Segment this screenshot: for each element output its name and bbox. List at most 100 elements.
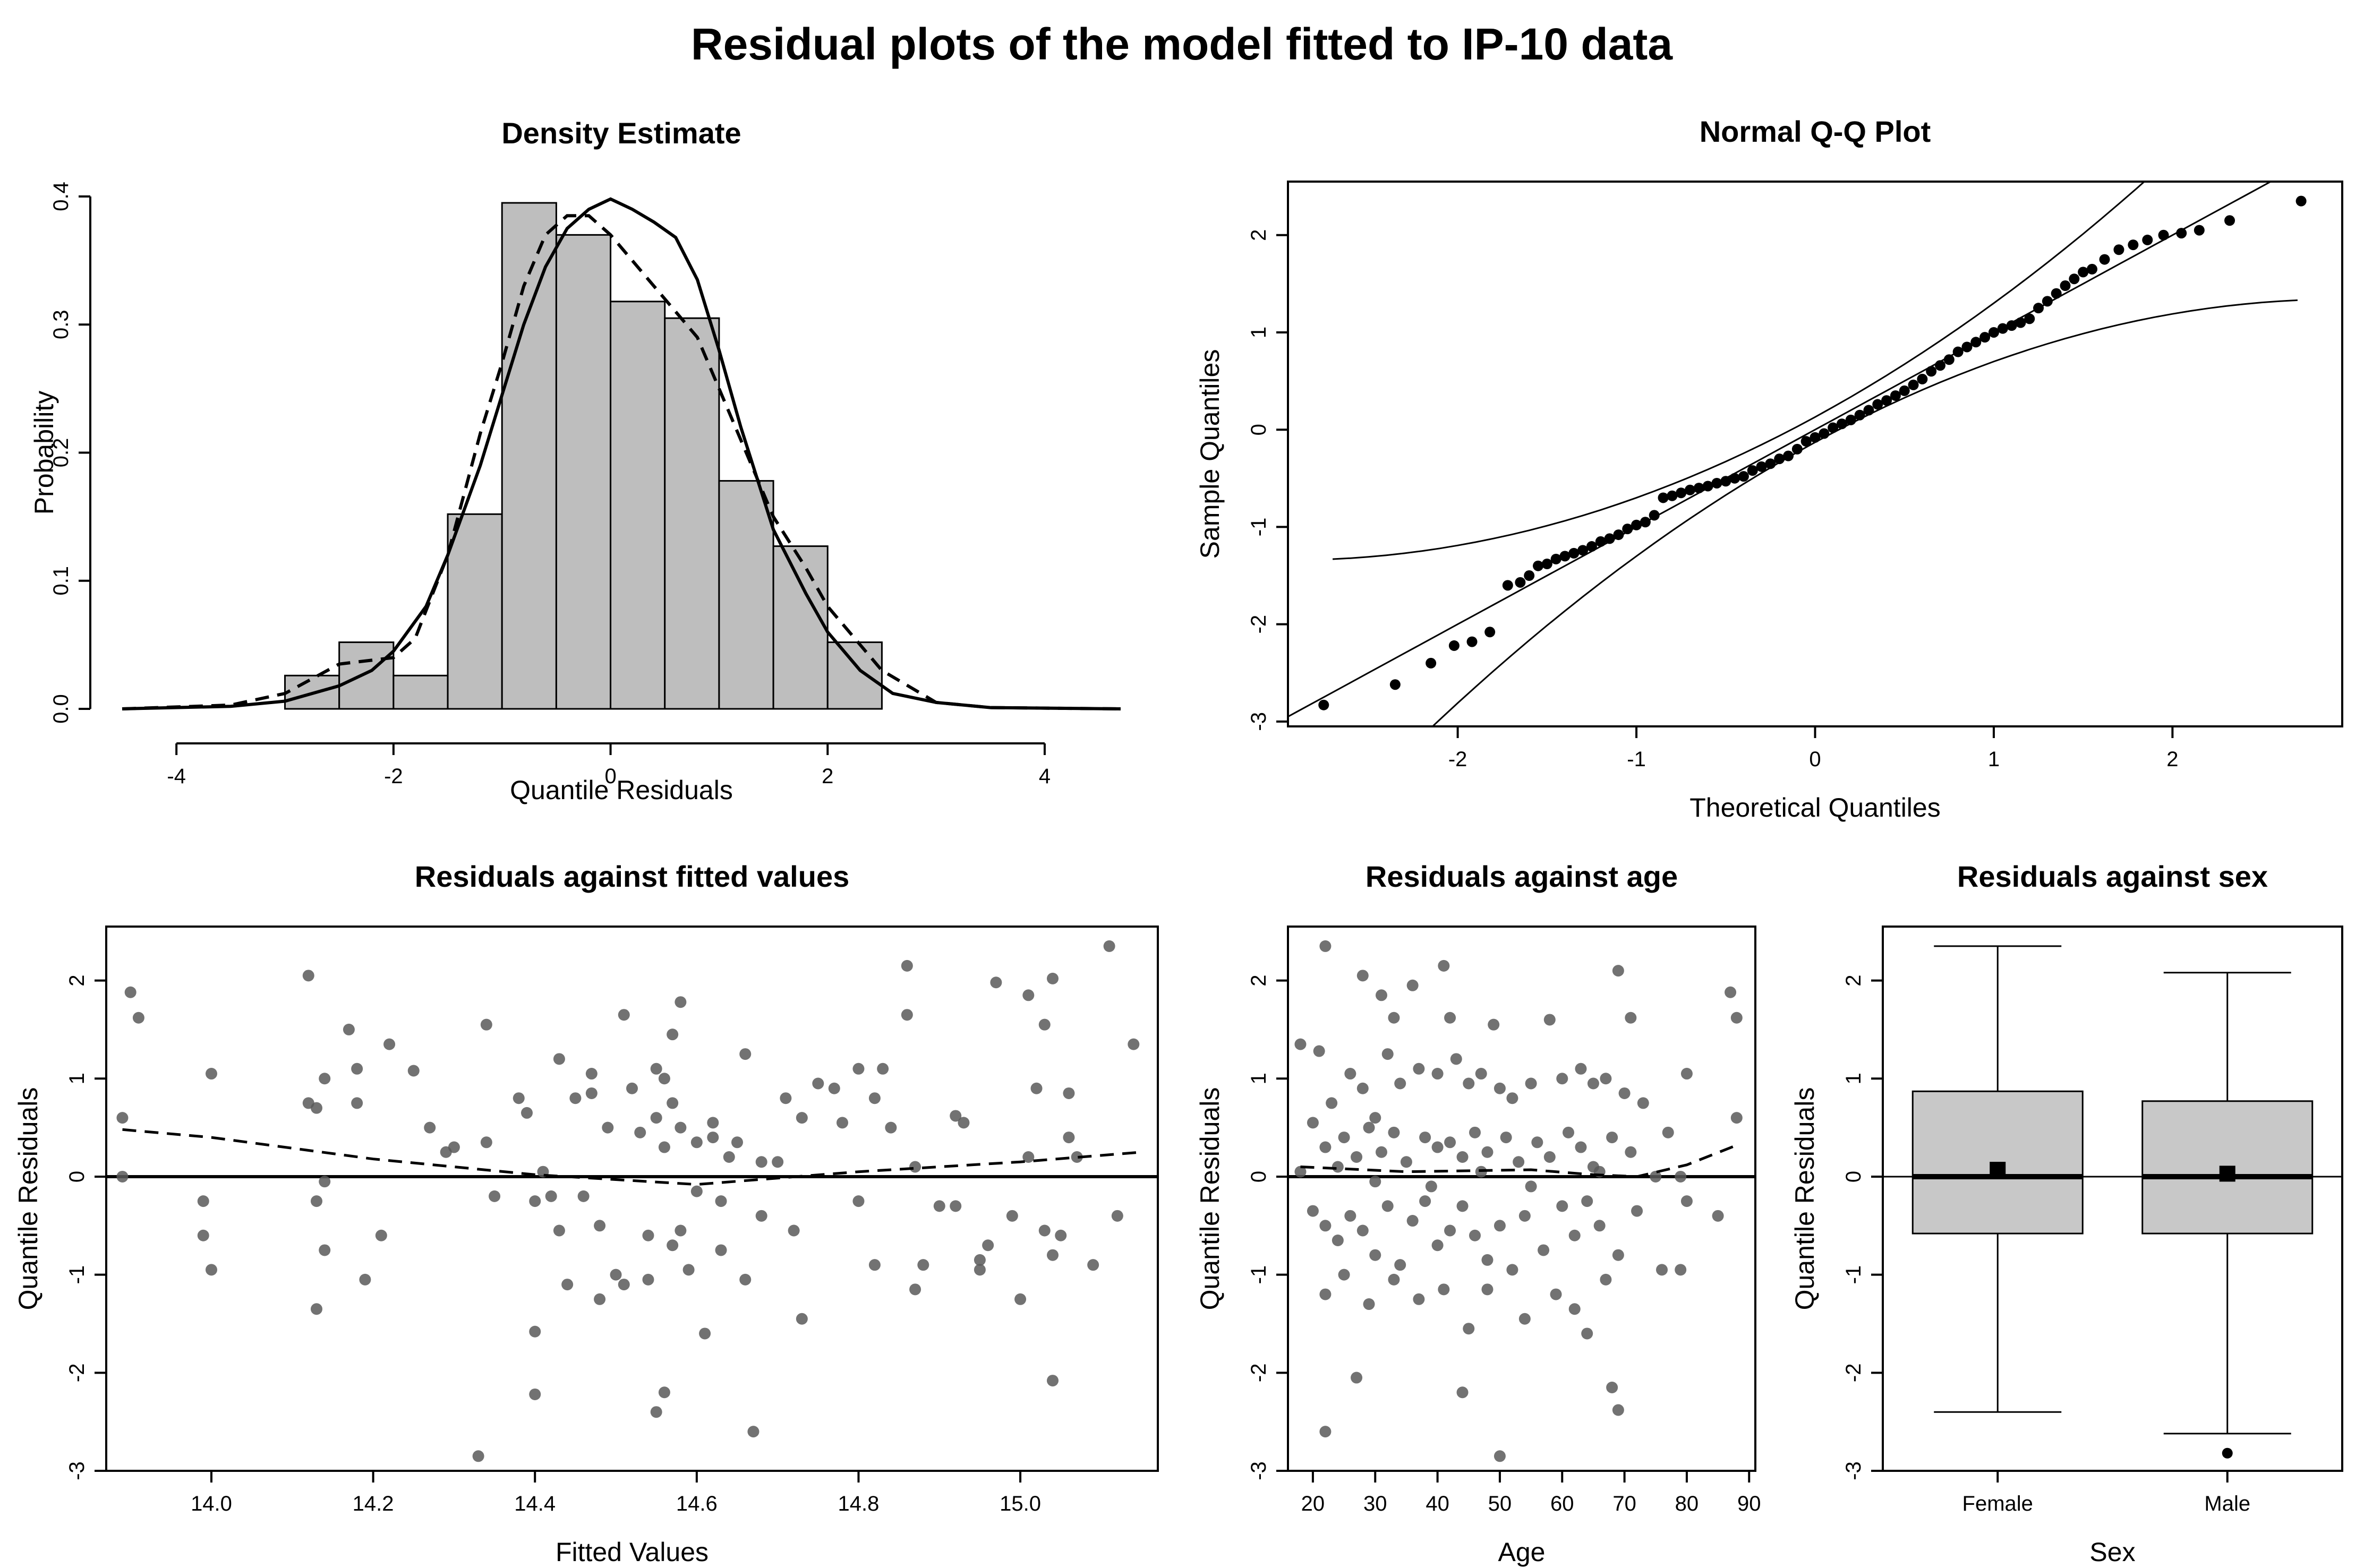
fitted-point bbox=[868, 1092, 881, 1104]
age-point bbox=[1363, 1121, 1375, 1134]
age-point bbox=[1506, 1092, 1518, 1104]
age-point bbox=[1326, 1097, 1338, 1109]
fitted-smooth-line bbox=[122, 1128, 1142, 1186]
qq-xtick-label: 1 bbox=[1988, 748, 2000, 771]
qq-point bbox=[2224, 215, 2235, 226]
fitted-point bbox=[206, 1264, 217, 1276]
fitted-point bbox=[1063, 1132, 1075, 1144]
age-point bbox=[1351, 1372, 1363, 1384]
age-point bbox=[1456, 1386, 1469, 1399]
age-ytick-label: 2 bbox=[1247, 974, 1270, 986]
histogram-bar bbox=[718, 480, 774, 710]
qq-point bbox=[1613, 529, 1624, 541]
fitted-xtick-label: 14.8 bbox=[838, 1492, 880, 1515]
qq-point bbox=[2176, 228, 2187, 239]
fitted-point bbox=[852, 1195, 865, 1207]
histogram-bar bbox=[447, 513, 503, 710]
fitted-point bbox=[642, 1229, 654, 1241]
sex-plot-frame bbox=[1882, 926, 2343, 1472]
age-point bbox=[1394, 1077, 1406, 1090]
fitted-point bbox=[650, 1406, 662, 1418]
age-plot-frame bbox=[1287, 926, 1756, 1472]
age-point bbox=[1431, 1239, 1444, 1252]
qq-point bbox=[1791, 443, 1803, 455]
fitted-point bbox=[489, 1190, 501, 1202]
fitted-point bbox=[448, 1141, 460, 1153]
fitted-point bbox=[990, 976, 1002, 989]
fitted-xtick-label: 14.6 bbox=[676, 1492, 718, 1515]
qq-point bbox=[1756, 461, 1767, 472]
fitted-point bbox=[812, 1077, 824, 1090]
qq-point bbox=[1484, 627, 1496, 638]
qq-point bbox=[1810, 432, 1821, 443]
fitted-ytick-label: -2 bbox=[65, 1364, 89, 1383]
histogram-bar bbox=[610, 301, 666, 710]
fitted-xtick-label: 14.4 bbox=[514, 1492, 556, 1515]
age-point bbox=[1656, 1264, 1668, 1276]
qq-point bbox=[1926, 366, 1937, 377]
sex-category-label: Male bbox=[2204, 1492, 2250, 1515]
fitted-point bbox=[642, 1273, 654, 1286]
fitted-xtick-label: 14.2 bbox=[353, 1492, 394, 1515]
fitted-point bbox=[206, 1068, 217, 1080]
normal-density-curve bbox=[122, 214, 1121, 710]
histogram-bar bbox=[664, 317, 720, 710]
fitted-point bbox=[116, 1112, 129, 1124]
qq-point bbox=[1568, 547, 1580, 559]
qq-xtick-label: -2 bbox=[1448, 748, 1467, 771]
qq-point bbox=[1604, 533, 1615, 544]
age-point bbox=[1376, 1146, 1387, 1158]
qq-point bbox=[1988, 327, 1999, 338]
age-point bbox=[1456, 1151, 1469, 1163]
fitted-point bbox=[658, 1386, 670, 1399]
fitted-panel: Residuals against fitted values Fitted Va… bbox=[13, 860, 1159, 1567]
age-point bbox=[1463, 1323, 1475, 1335]
fitted-point bbox=[529, 1195, 541, 1207]
age-point bbox=[1481, 1146, 1493, 1158]
fitted-point bbox=[950, 1110, 962, 1122]
fitted-point bbox=[351, 1063, 363, 1075]
qq-point bbox=[1502, 580, 1513, 591]
qq-xtick-label: 0 bbox=[1809, 748, 1821, 771]
qq-point bbox=[1747, 465, 1758, 476]
density-xlabel: Quantile Residuals bbox=[510, 775, 733, 805]
age-point bbox=[1575, 1141, 1587, 1153]
density-panel: Density Estimate Quantile Residuals Probab… bbox=[29, 116, 1121, 805]
qq-point bbox=[1979, 332, 1991, 343]
qq-point bbox=[1917, 373, 1928, 384]
qq-xtick-label: 2 bbox=[2166, 748, 2178, 771]
fitted-point bbox=[958, 1117, 970, 1129]
age-point bbox=[1600, 1073, 1612, 1085]
qq-point bbox=[1389, 679, 1401, 690]
qq-point bbox=[1622, 524, 1633, 535]
fitted-point bbox=[675, 1121, 687, 1134]
age-point bbox=[1531, 1136, 1543, 1149]
fitted-point bbox=[375, 1229, 387, 1241]
density-ytick-label: 0.3 bbox=[49, 310, 73, 339]
age-point bbox=[1525, 1077, 1537, 1090]
density-ytick-label: 0.1 bbox=[49, 566, 73, 596]
qq-point bbox=[1899, 385, 1910, 396]
qq-point bbox=[1524, 570, 1535, 581]
qq-point bbox=[2024, 313, 2035, 324]
age-point bbox=[1618, 1087, 1631, 1099]
qq-point bbox=[2295, 195, 2307, 207]
age-ytick-label: -2 bbox=[1247, 1364, 1270, 1383]
fitted-point bbox=[690, 1185, 703, 1197]
age-point bbox=[1606, 1382, 1618, 1394]
fitted-point bbox=[739, 1048, 752, 1060]
qq-ytick-label: 2 bbox=[1247, 229, 1270, 241]
qq-ytick-label: -2 bbox=[1247, 615, 1270, 634]
fitted-point bbox=[424, 1121, 436, 1134]
fitted-point bbox=[658, 1141, 670, 1153]
fitted-point bbox=[311, 1303, 322, 1315]
sex-title: Residuals against sex bbox=[1957, 860, 2268, 893]
fitted-point bbox=[828, 1082, 840, 1094]
age-point bbox=[1351, 1151, 1363, 1163]
qq-point bbox=[2015, 317, 2026, 328]
fitted-ytick-label: 0 bbox=[65, 1171, 89, 1183]
histogram-bar bbox=[555, 234, 612, 710]
fitted-point bbox=[755, 1210, 767, 1222]
fitted-point bbox=[1047, 972, 1059, 984]
age-point bbox=[1338, 1269, 1350, 1281]
